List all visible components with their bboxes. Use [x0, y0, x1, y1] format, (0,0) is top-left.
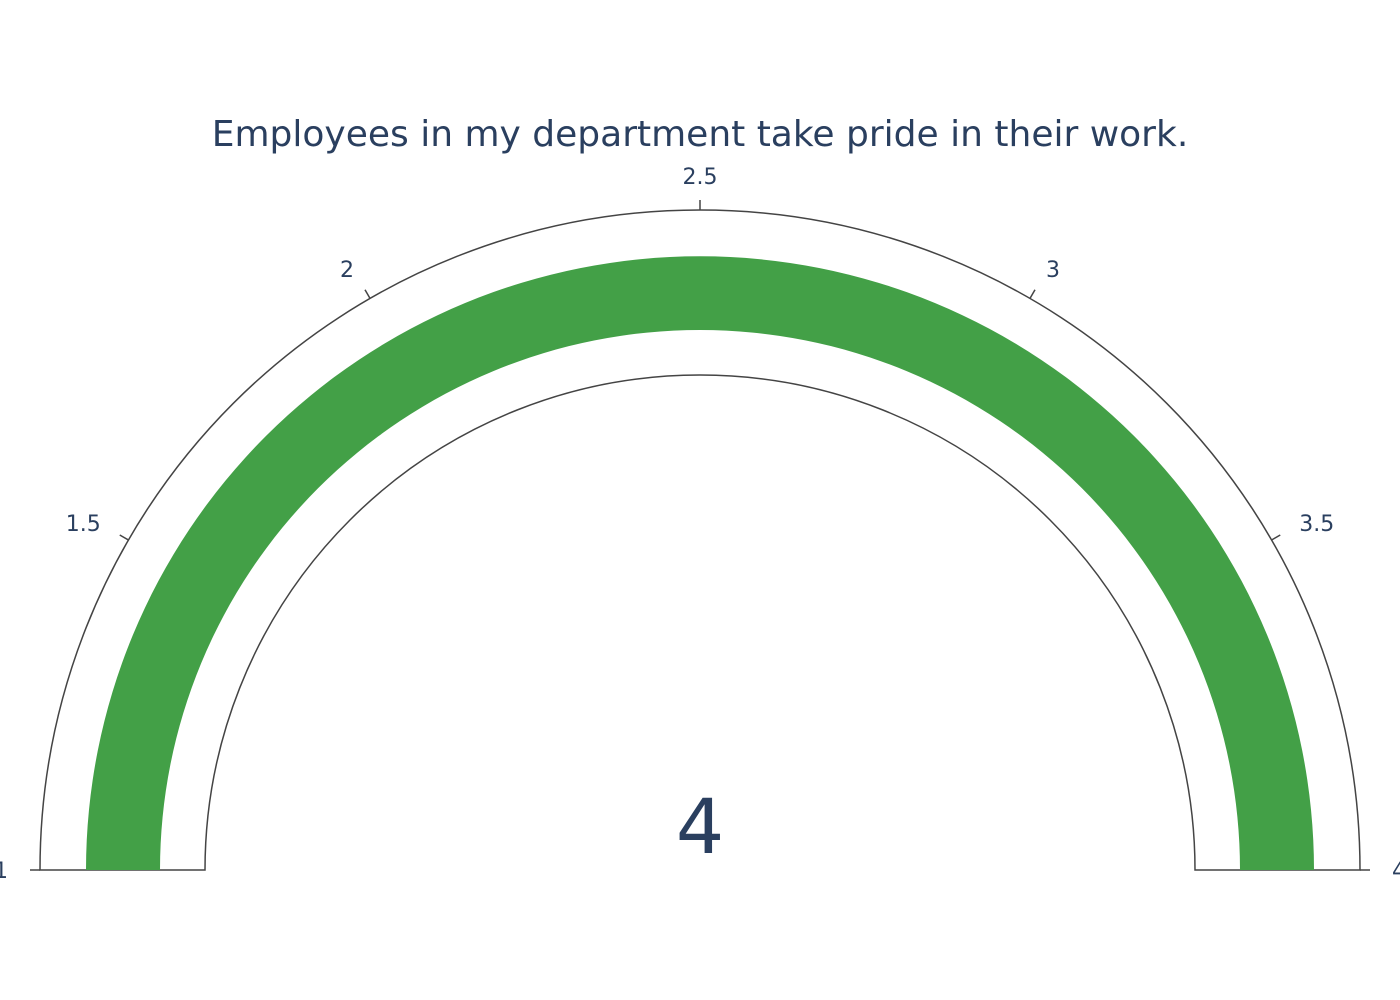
- gauge-tick-mark: [1271, 534, 1281, 541]
- chart-title: Employees in my department take pride in…: [212, 114, 1189, 155]
- gauge-tick-label: 3.5: [1299, 512, 1334, 537]
- gauge-value-number: 4: [676, 782, 724, 871]
- gauge-axis: 1 1.5 2 2.5 3 3.5 4: [0, 165, 1400, 884]
- gauge-tick-label: 1: [0, 859, 8, 884]
- gauge-tick-mark: [119, 534, 129, 541]
- gauge-tick-label: 2: [340, 258, 354, 283]
- gauge-tick-label: 3: [1046, 258, 1060, 283]
- gauge-tick-mark: [364, 289, 371, 299]
- gauge-value-bar: [86, 256, 1314, 870]
- gauge-tick-label: 2.5: [683, 165, 718, 190]
- gauge-tick-label: 4: [1392, 859, 1400, 884]
- gauge-tick-label: 1.5: [66, 512, 101, 537]
- gauge-tick-mark: [1029, 289, 1036, 299]
- gauge-frame: [39, 209, 1361, 871]
